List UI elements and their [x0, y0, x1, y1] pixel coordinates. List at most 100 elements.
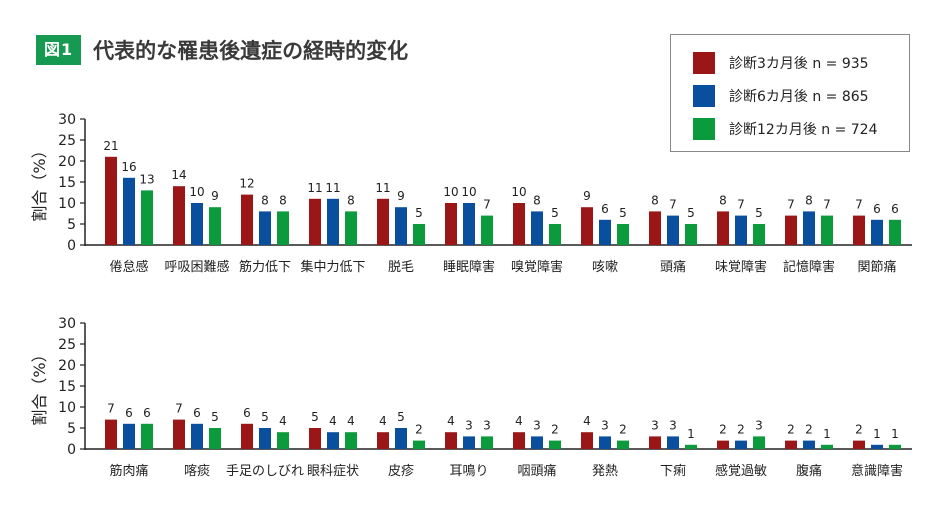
y-axis-label: 割合（%） [30, 142, 49, 221]
data-label-6-months: 8 [805, 193, 813, 207]
data-label-12-months: 13 [139, 172, 154, 186]
bar-6-months [259, 428, 271, 449]
data-label-6-months: 5 [397, 410, 405, 424]
data-label-3-months: 11 [375, 181, 390, 195]
data-label-3-months: 7 [787, 198, 795, 212]
legend-swatch-12-months [693, 118, 715, 140]
bar-12-months [753, 436, 765, 449]
data-label-3-months: 3 [651, 418, 659, 432]
bar-12-months [889, 444, 901, 449]
data-label-3-months: 4 [583, 414, 591, 428]
legend-swatch-6-months [693, 85, 715, 107]
data-label-3-months: 11 [307, 181, 322, 195]
category-label: 倦怠感 [109, 259, 148, 275]
bar-12-months [141, 423, 153, 449]
bar-6-months [191, 423, 203, 449]
data-label-12-months: 5 [551, 206, 559, 220]
data-label-3-months: 14 [171, 168, 186, 182]
legend-label-3-months: 診断3カ月後 n = 935 [729, 56, 869, 72]
data-label-12-months: 3 [483, 418, 491, 432]
y-axis-label: 割合（%） [30, 346, 49, 425]
bar-6-months [327, 432, 339, 449]
bar-3-months [581, 432, 593, 449]
data-label-6-months: 1 [873, 427, 881, 441]
y-tick-label: 0 [67, 238, 76, 254]
bar-6-months [531, 211, 543, 245]
bar-3-months [853, 440, 865, 449]
bar-3-months [785, 440, 797, 449]
bar-12-months [549, 440, 561, 449]
bar-12-months [549, 224, 561, 245]
category-label: 脱毛 [388, 260, 414, 275]
bar-12-months [685, 224, 697, 245]
bar-6-months [395, 428, 407, 449]
bar-12-months [481, 436, 493, 449]
data-label-3-months: 6 [243, 406, 251, 420]
bar-12-months [821, 444, 833, 449]
bar-6-months [599, 219, 611, 245]
bar-12-months [277, 432, 289, 449]
bar-6-months [803, 440, 815, 449]
y-tick-label: 15 [58, 379, 76, 395]
data-label-12-months: 7 [823, 198, 831, 212]
bar-3-months [105, 156, 117, 245]
category-label: 関節痛 [857, 259, 896, 275]
y-tick-label: 15 [58, 175, 76, 191]
data-label-12-months: 6 [891, 202, 899, 216]
bar-12-months [413, 224, 425, 245]
y-tick-label: 5 [67, 217, 76, 233]
bar-6-months [871, 219, 883, 245]
bar-6-months [735, 440, 747, 449]
category-label: 嗅覚障害 [511, 259, 563, 275]
category-label: 筋力低下 [239, 259, 291, 275]
bar-12-months [685, 444, 697, 449]
category-label: 発熱 [592, 464, 618, 479]
bar-6-months [191, 203, 203, 245]
bar-6-months [735, 215, 747, 245]
data-label-12-months: 9 [211, 189, 219, 203]
data-label-12-months: 2 [551, 423, 559, 437]
bar-6-months [123, 423, 135, 449]
data-label-3-months: 9 [583, 189, 591, 203]
bar-6-months [871, 444, 883, 449]
bar-3-months [445, 203, 457, 245]
data-label-12-months: 8 [347, 193, 355, 207]
data-label-3-months: 2 [787, 423, 795, 437]
data-label-6-months: 8 [261, 193, 269, 207]
bar-3-months [853, 215, 865, 245]
chart-legend: 診断3カ月後 n = 935 診断6カ月後 n = 865 診断12カ月後 n … [670, 34, 910, 152]
data-label-12-months: 5 [619, 206, 627, 220]
bar-12-months [617, 224, 629, 245]
legend-label-6-months: 診断6カ月後 n = 865 [729, 89, 869, 105]
data-label-6-months: 3 [465, 418, 473, 432]
bar-3-months [649, 211, 661, 245]
data-label-3-months: 5 [311, 410, 319, 424]
category-label: 意識障害 [851, 463, 903, 479]
bar-12-months [277, 211, 289, 245]
category-label: 腹痛 [796, 463, 822, 479]
y-tick-label: 30 [58, 316, 76, 332]
bar-3-months [309, 428, 321, 449]
bar-6-months [667, 215, 679, 245]
category-label: 記憶障害 [783, 259, 835, 275]
legend-item-3-months: 診断3カ月後 n = 935 [693, 52, 869, 74]
figure-number-badge: 図1 [36, 35, 82, 65]
bar-6-months [531, 436, 543, 449]
bar-3-months [105, 419, 117, 449]
data-label-6-months: 6 [193, 406, 201, 420]
data-label-3-months: 12 [239, 177, 254, 191]
category-label: 咽頭痛 [517, 463, 556, 479]
data-label-6-months: 3 [533, 418, 541, 432]
category-label: 下痢 [660, 463, 686, 479]
figure-header: 図1 代表的な罹患後遺症の経時的変化 [36, 35, 408, 65]
data-label-12-months: 5 [415, 206, 423, 220]
y-tick-label: 0 [67, 442, 76, 458]
legend-item-12-months: 診断12カ月後 n = 724 [693, 118, 878, 140]
category-label: 手足のしびれ [226, 464, 304, 479]
bar-12-months [345, 211, 357, 245]
bar-12-months [345, 432, 357, 449]
bar-6-months [463, 436, 475, 449]
bar-6-months [599, 436, 611, 449]
y-tick-label: 25 [58, 133, 76, 149]
